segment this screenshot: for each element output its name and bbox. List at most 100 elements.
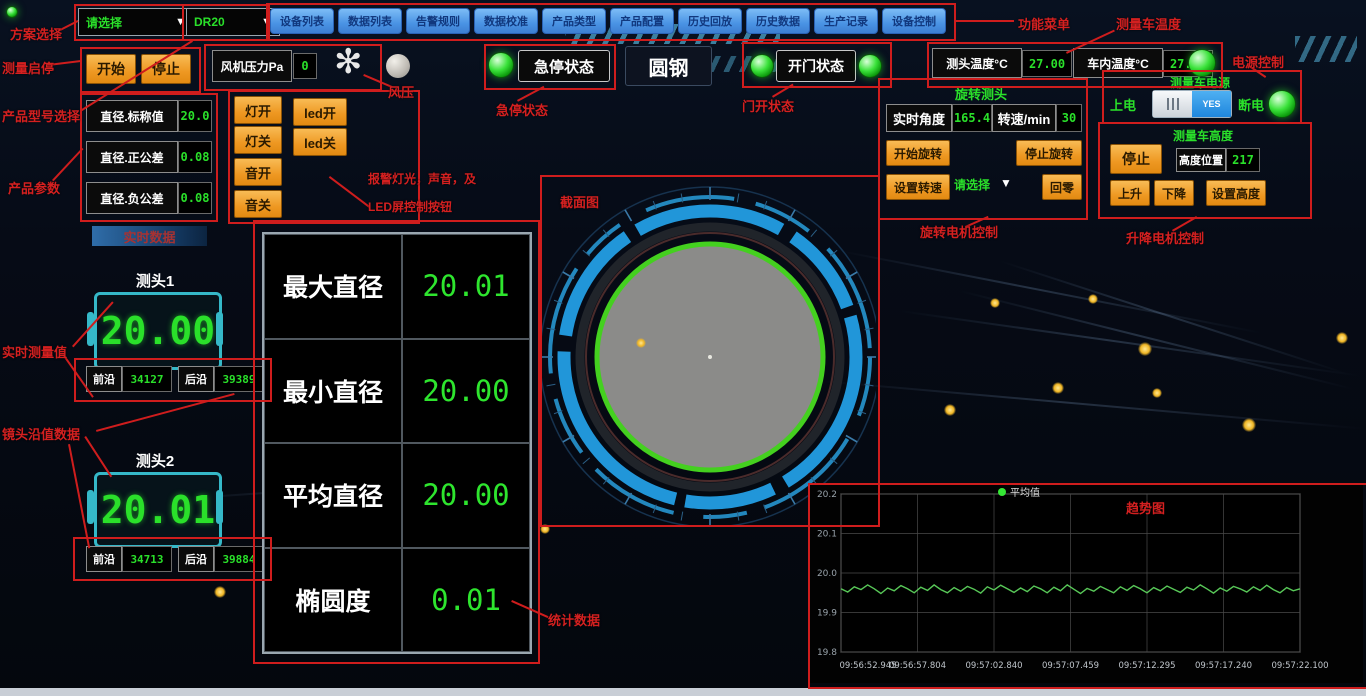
stats-row-label: 最大直径 bbox=[264, 234, 402, 339]
rotate-stop-button[interactable]: 停止旋转 bbox=[1016, 140, 1082, 166]
fan-pressure-value: 0 bbox=[293, 53, 317, 79]
fan-pressure-label: 风机压力Pa bbox=[212, 50, 292, 82]
menu-button-product-config[interactable]: 产品配置 bbox=[610, 8, 674, 34]
rpm-value: 30 bbox=[1056, 104, 1082, 132]
annotation-door: 门开状态 bbox=[742, 99, 795, 114]
menu-button-product-type[interactable]: 产品类型 bbox=[542, 8, 606, 34]
door-status-button[interactable]: 开门状态 bbox=[776, 50, 856, 82]
menu-button-production-record[interactable]: 生产记录 bbox=[814, 8, 878, 34]
power-toggle[interactable]: YES bbox=[1152, 90, 1232, 118]
glow-dot bbox=[944, 404, 956, 416]
estop-status-button[interactable]: 急停状态 bbox=[518, 50, 610, 82]
svg-text:20.1: 20.1 bbox=[817, 530, 837, 540]
door-led-right bbox=[858, 54, 882, 78]
probe2-rear-label: 后沿 bbox=[178, 546, 214, 572]
annotation-lift: 升降电机控制 bbox=[1126, 231, 1205, 246]
start-button[interactable]: 开始 bbox=[86, 54, 136, 84]
probe1-value: 20.00 bbox=[100, 309, 216, 353]
glow-dot bbox=[1336, 332, 1348, 344]
annotation-line bbox=[328, 176, 370, 208]
probe1-front-label: 前沿 bbox=[86, 366, 122, 392]
pressure-indicator-circle bbox=[386, 54, 410, 78]
annotation-rotate: 旋转电机控制 bbox=[920, 225, 999, 240]
annotation-menu: 功能菜单 bbox=[1018, 17, 1071, 32]
cabin-temp-label: 车内温度°C bbox=[1073, 48, 1163, 78]
menu-button-device-control[interactable]: 设备控制 bbox=[882, 8, 946, 34]
stats-row-value: 20.00 bbox=[402, 443, 530, 548]
section-center-dot bbox=[708, 355, 712, 359]
annotation-car-temp: 测量车温度 bbox=[1116, 17, 1182, 32]
probe2-front-label: 前沿 bbox=[86, 546, 122, 572]
decor-streak bbox=[819, 380, 1364, 430]
set-speed-button[interactable]: 设置转速 bbox=[886, 174, 950, 200]
svg-text:19.9: 19.9 bbox=[817, 609, 837, 619]
door-led-left bbox=[750, 54, 774, 78]
section-inner-ring bbox=[585, 232, 835, 482]
height-up-button[interactable]: 上升 bbox=[1110, 180, 1150, 206]
menu-button-alarm-rules[interactable]: 告警规则 bbox=[406, 8, 470, 34]
annotation-scheme: 方案选择 bbox=[10, 27, 63, 42]
angle-value: 165.4 bbox=[952, 104, 992, 132]
return-zero-button[interactable]: 回零 bbox=[1042, 174, 1082, 200]
height-stop-button[interactable]: 停止 bbox=[1110, 144, 1162, 174]
led-off-button[interactable]: led关 bbox=[293, 128, 347, 156]
angle-label: 实时角度 bbox=[886, 104, 952, 132]
probe1-front-value: 34127 bbox=[122, 366, 172, 392]
decor-streak bbox=[999, 260, 1349, 376]
trend-chart: 20.2 20.1 20.0 19.9 19.809:56:52.94509:56:57… bbox=[810, 485, 1363, 683]
annotation-line bbox=[52, 147, 84, 182]
model-select-dropdown[interactable]: DR20 ▼ bbox=[186, 8, 280, 36]
speed-select-dropdown[interactable]: 请选择 bbox=[954, 178, 991, 192]
svg-text:20.0: 20.0 bbox=[817, 569, 837, 579]
height-down-button[interactable]: 下降 bbox=[1154, 180, 1194, 206]
stats-row-label: 平均直径 bbox=[264, 443, 402, 548]
menu-button-history-data[interactable]: 历史数据 bbox=[746, 8, 810, 34]
led-on-button[interactable]: led开 bbox=[293, 98, 347, 126]
decor-streak bbox=[899, 310, 1362, 377]
annotation-alarm-2: LED屏控制按钮 bbox=[368, 200, 453, 214]
scheme-select-dropdown[interactable]: 请选择 ▼ bbox=[78, 8, 194, 36]
estop-led bbox=[488, 52, 514, 78]
annotation-start-stop: 测量启停 bbox=[2, 61, 55, 76]
light-off-button[interactable]: 灯关 bbox=[234, 126, 282, 154]
annotation-line bbox=[956, 20, 1014, 22]
sound-on-button[interactable]: 音开 bbox=[234, 158, 282, 186]
sound-off-button[interactable]: 音关 bbox=[234, 190, 282, 218]
annotation-edges: 镜头沿值数据 bbox=[2, 427, 81, 442]
svg-text:09:57:12.295: 09:57:12.295 bbox=[1118, 661, 1175, 671]
stop-button[interactable]: 停止 bbox=[141, 54, 191, 84]
glow-dot bbox=[540, 524, 550, 534]
annotation-section: 截面图 bbox=[560, 195, 600, 210]
menu-button-device-list[interactable]: 设备列表 bbox=[270, 8, 334, 34]
annotation-line bbox=[96, 392, 235, 432]
height-panel-title: 测量车高度 bbox=[1172, 129, 1233, 143]
set-height-button[interactable]: 设置高度 bbox=[1206, 180, 1266, 206]
svg-text:平均值: 平均值 bbox=[1010, 486, 1040, 499]
probe2-display: 20.01 bbox=[94, 472, 222, 548]
probe2-name: 测头2 bbox=[135, 453, 175, 470]
stats-row-value: 20.00 bbox=[402, 338, 530, 443]
decor-hatch bbox=[1295, 36, 1357, 62]
annotation-estop: 急停状态 bbox=[496, 103, 549, 118]
product-name-label: 圆钢 bbox=[625, 46, 712, 86]
section-blue-ring bbox=[557, 204, 863, 510]
menu-button-calibration[interactable]: 数据校准 bbox=[474, 8, 538, 34]
status-led bbox=[6, 6, 18, 18]
glow-dot bbox=[214, 586, 226, 598]
param-plus-tol-value: 0.08 bbox=[178, 141, 212, 173]
svg-text:09:57:17.240: 09:57:17.240 bbox=[1195, 661, 1252, 671]
probe2-rear-value: 39884 bbox=[214, 546, 264, 572]
fan-icon: ✻ bbox=[334, 43, 363, 81]
menu-button-history-replay[interactable]: 历史回放 bbox=[678, 8, 742, 34]
light-on-button[interactable]: 灯开 bbox=[234, 96, 282, 124]
chevron-down-icon[interactable]: ▼ bbox=[1000, 176, 1012, 190]
rotate-start-button[interactable]: 开始旋转 bbox=[886, 140, 950, 166]
menu-button-data-list[interactable]: 数据列表 bbox=[338, 8, 402, 34]
param-minus-tol-value: 0.08 bbox=[178, 182, 212, 214]
glow-dot bbox=[1138, 342, 1152, 356]
power-panel-title: 测量车电源 bbox=[1169, 76, 1230, 90]
probe1-rear-value: 39389 bbox=[214, 366, 264, 392]
annotation-fan: 风压 bbox=[388, 85, 415, 100]
power-off-label: 断电 bbox=[1238, 98, 1265, 113]
